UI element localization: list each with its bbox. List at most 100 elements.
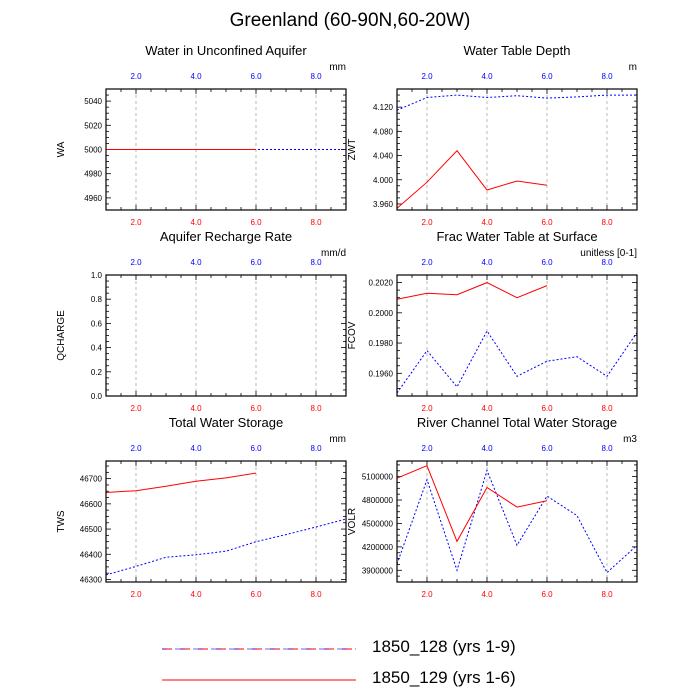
x-tick-label-top: 4.0: [190, 258, 202, 267]
y-tick-label: 5100000: [362, 473, 394, 482]
x-tick-label-top: 6.0: [250, 258, 262, 267]
panel-units: unitless [0-1]: [580, 248, 637, 259]
x-tick-label-bottom: 8.0: [601, 590, 613, 599]
x-tick-label-bottom: 6.0: [541, 218, 553, 227]
chart-panel-3: Aquifer Recharge Rate mm/d QCHARGE 2.0 2.0 4.…: [56, 229, 347, 413]
y-tick-label: 0.8: [91, 295, 103, 304]
x-tick-label-top: 4.0: [481, 258, 493, 267]
x-tick-label-bottom: 6.0: [541, 590, 553, 599]
y-tick-label: 5020: [84, 121, 102, 130]
y-tick-label: 0.6: [91, 319, 103, 328]
y-tick-label: 4960: [84, 194, 102, 203]
x-tick-label-top: 8.0: [601, 72, 613, 81]
series-line-run_128: [105, 518, 347, 576]
y-tick-label: 1.0: [91, 271, 103, 280]
x-tick-label-top: 6.0: [541, 258, 553, 267]
x-tick-label-bottom: 4.0: [190, 218, 202, 227]
x-tick-label-top: 6.0: [250, 444, 262, 453]
y-tick-label: 46400: [80, 550, 103, 559]
x-tick-label-bottom: 4.0: [481, 590, 493, 599]
chart-panel-6: River Channel Total Water Storage m3 VOLR 2…: [347, 415, 638, 599]
legend-label-1850-129: 1850_129 (yrs 1-6): [372, 668, 516, 687]
y-tick-label: 0.1960: [369, 369, 394, 378]
panel-title: River Channel Total Water Storage: [417, 415, 617, 430]
x-tick-label-bottom: 2.0: [130, 404, 142, 413]
y-tick-label: 4800000: [362, 496, 394, 505]
x-tick-label-top: 8.0: [310, 258, 322, 267]
panel-units: m3: [623, 434, 637, 445]
y-axis-label: ZWT: [347, 139, 358, 161]
plot-frame: [396, 274, 638, 397]
y-tick-label: 0.2000: [369, 309, 394, 318]
y-tick-label: 46500: [80, 525, 103, 534]
panel-title: Water Table Depth: [464, 43, 571, 58]
x-tick-label-top: 2.0: [421, 72, 433, 81]
panel-title: Total Water Storage: [169, 415, 283, 430]
x-tick-label-bottom: 4.0: [481, 404, 493, 413]
y-tick-label: 4.000: [373, 176, 394, 185]
x-tick-label-bottom: 8.0: [310, 218, 322, 227]
panel-units: m: [629, 62, 637, 73]
y-axis-label: WA: [56, 141, 67, 157]
y-tick-label: 5000: [84, 146, 102, 155]
y-tick-label: 4.080: [373, 127, 394, 136]
x-tick-label-bottom: 8.0: [601, 218, 613, 227]
x-tick-label-top: 8.0: [310, 444, 322, 453]
panel-units: mm: [329, 62, 346, 73]
x-tick-label-bottom: 4.0: [190, 590, 202, 599]
panel-title: Aquifer Recharge Rate: [160, 229, 292, 244]
plot-frame: [396, 460, 638, 583]
x-tick-label-top: 2.0: [421, 258, 433, 267]
y-tick-label: 0.2: [91, 368, 103, 377]
x-tick-label-bottom: 2.0: [421, 590, 433, 599]
series-line-run_128: [396, 94, 637, 111]
y-tick-label: 5040: [84, 97, 102, 106]
y-tick-label: 4200000: [362, 543, 394, 552]
plot-frame: [105, 274, 347, 397]
x-tick-label-top: 4.0: [481, 72, 493, 81]
x-tick-label-bottom: 6.0: [541, 404, 553, 413]
y-tick-label: 0.4: [91, 344, 103, 353]
x-tick-label-top: 6.0: [541, 444, 553, 453]
x-tick-label-bottom: 6.0: [250, 218, 262, 227]
x-tick-label-top: 2.0: [130, 444, 142, 453]
x-tick-label-top: 4.0: [190, 72, 202, 81]
x-tick-label-top: 4.0: [190, 444, 202, 453]
chart-panel-1: Water in Unconfined Aquifer mm WA 2.0 2.0 4.0…: [56, 43, 347, 227]
x-tick-label-top: 2.0: [130, 258, 142, 267]
y-tick-label: 46300: [80, 575, 103, 584]
series-line-run_129: [396, 149, 548, 209]
y-axis-label: FCOV: [347, 321, 358, 349]
chart-panel-5: Total Water Storage mm TWS 2.0 2.0 4.0 4.0 6.0 6…: [56, 415, 347, 599]
series-line-run_129: [396, 282, 548, 300]
chart-panel-2: Water Table Depth m ZWT 2.0 2.0 4.0 4.0 6.0 6.0 8…: [347, 43, 638, 227]
x-tick-label-top: 6.0: [541, 72, 553, 81]
y-tick-label: 3.960: [373, 200, 394, 209]
y-tick-label: 4.120: [373, 103, 394, 112]
y-tick-label: 4500000: [362, 519, 394, 528]
y-tick-label: 4980: [84, 170, 102, 179]
plot-frame: [396, 88, 638, 211]
y-tick-label: 0.2020: [369, 279, 394, 288]
y-axis-label: QCHARGE: [56, 310, 67, 361]
panel-units: mm/d: [321, 248, 346, 259]
series-line-run_129: [105, 472, 257, 493]
x-tick-label-bottom: 8.0: [310, 404, 322, 413]
y-tick-label: 4.040: [373, 152, 394, 161]
x-tick-label-top: 2.0: [421, 444, 433, 453]
x-tick-label-top: 8.0: [310, 72, 322, 81]
series-line-run_128: [396, 468, 638, 574]
plot-frame: [105, 88, 347, 211]
x-tick-label-bottom: 8.0: [601, 404, 613, 413]
series-line-run_128: [396, 330, 638, 394]
x-tick-label-bottom: 6.0: [250, 590, 262, 599]
x-tick-label-bottom: 4.0: [190, 404, 202, 413]
y-tick-label: 46600: [80, 500, 103, 509]
x-tick-label-bottom: 2.0: [421, 218, 433, 227]
x-tick-label-bottom: 6.0: [250, 404, 262, 413]
panel-title: Water in Unconfined Aquifer: [145, 43, 307, 58]
x-tick-label-bottom: 2.0: [130, 590, 142, 599]
y-tick-label: 0.1980: [369, 339, 394, 348]
y-tick-label: 3900000: [362, 566, 394, 575]
